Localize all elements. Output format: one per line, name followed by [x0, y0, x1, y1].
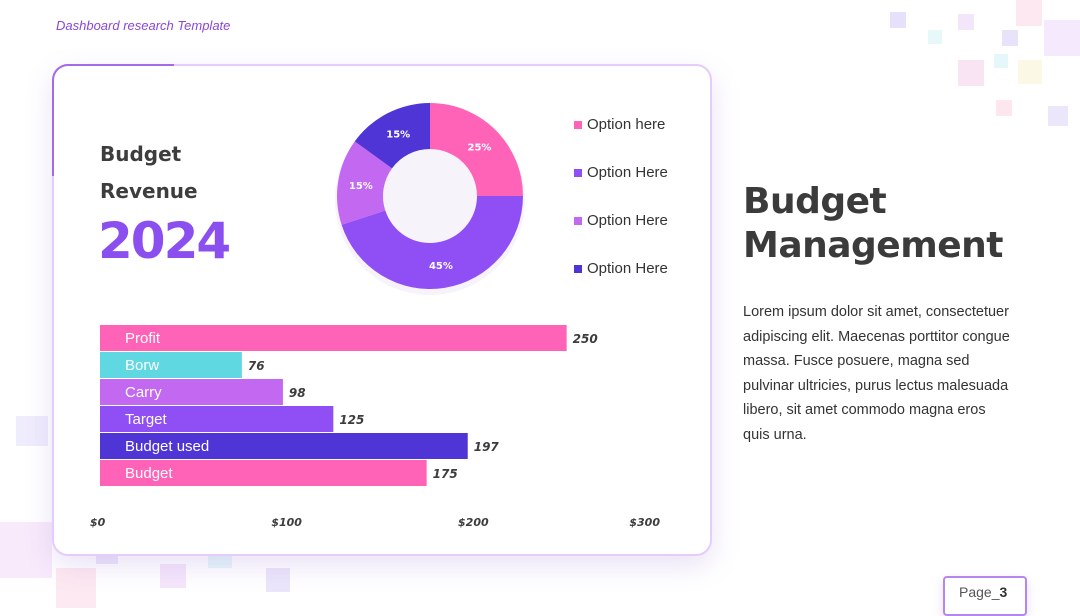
legend-label: Option Here: [587, 212, 668, 229]
bar-4: [100, 433, 468, 459]
bar-5: [100, 460, 427, 486]
donut-slice-3: [354, 103, 430, 169]
bar-category-label-1: Borw: [125, 357, 159, 374]
card-accent-border: [52, 64, 174, 176]
page-indicator: Page_3: [943, 576, 1027, 616]
bar-1: [100, 352, 242, 378]
donut-chart: 25% 45% 15% 15%: [335, 103, 525, 295]
legend-swatch: [574, 169, 582, 177]
page-number: 3: [999, 584, 1008, 600]
legend-label: Option Here: [587, 260, 668, 277]
legend-item: Option Here: [574, 260, 668, 308]
donut-slice-2: [337, 141, 392, 225]
revenue-label: Budget Revenue: [100, 142, 198, 203]
donut-slice-label-3: 15%: [386, 130, 410, 141]
section-title: Budget Management: [743, 181, 1004, 266]
template-tag: Dashboard research Template: [56, 18, 231, 33]
x-tick-label-0: $0: [90, 516, 106, 529]
dashboard-card: Budget Revenue 2024 25% 45% 15% 15% Option …: [52, 64, 712, 556]
legend-label: Option Here: [587, 164, 668, 181]
bar-value-label-0: 250: [573, 332, 598, 346]
donut-slice-label-2: 15%: [349, 181, 373, 192]
legend-item: Option Here: [574, 164, 668, 212]
donut-slice-label-1: 45%: [429, 261, 453, 272]
donut-legend: Option here Option Here Option Here Opti…: [574, 116, 668, 308]
bar-chart: Profit 250 Borw 76 Carry 98 Target 125 Budget us…: [90, 325, 660, 529]
x-tick-label-3: $300: [629, 516, 660, 529]
bar-category-label-0: Profit: [125, 330, 161, 347]
bar-value-label-3: 125: [339, 413, 364, 427]
bar-value-label-5: 175: [433, 467, 458, 481]
donut-slice-0: [430, 103, 523, 196]
page-label: Page_3: [959, 584, 1007, 600]
legend-item: Option Here: [574, 212, 668, 260]
bar-category-label-4: Budget used: [125, 438, 209, 455]
donut-slice-label-0: 25%: [468, 143, 492, 154]
bar-value-label-1: 76: [248, 359, 265, 373]
bar-3: [100, 406, 334, 432]
bar-0: [100, 325, 567, 351]
legend-item: Option here: [574, 116, 668, 164]
x-tick-label-1: $100: [271, 516, 302, 529]
bar-category-label-5: Budget: [125, 465, 173, 482]
legend-swatch: [574, 217, 582, 225]
section-body: Lorem ipsum dolor sit amet, consectetuer…: [743, 304, 1010, 443]
donut-slice-1: [341, 196, 523, 289]
bar-value-label-2: 98: [289, 386, 306, 400]
bar-2: [100, 379, 283, 405]
revenue-year: 2024: [98, 212, 231, 270]
bar-category-label-2: Carry: [125, 384, 162, 401]
bar-category-label-3: Target: [125, 411, 168, 428]
page-prefix: Page_: [959, 584, 1000, 600]
x-tick-label-2: $200: [458, 516, 489, 529]
bar-value-label-4: 197: [474, 440, 500, 454]
legend-swatch: [574, 265, 582, 273]
legend-swatch: [574, 121, 582, 129]
legend-label: Option here: [587, 116, 666, 133]
